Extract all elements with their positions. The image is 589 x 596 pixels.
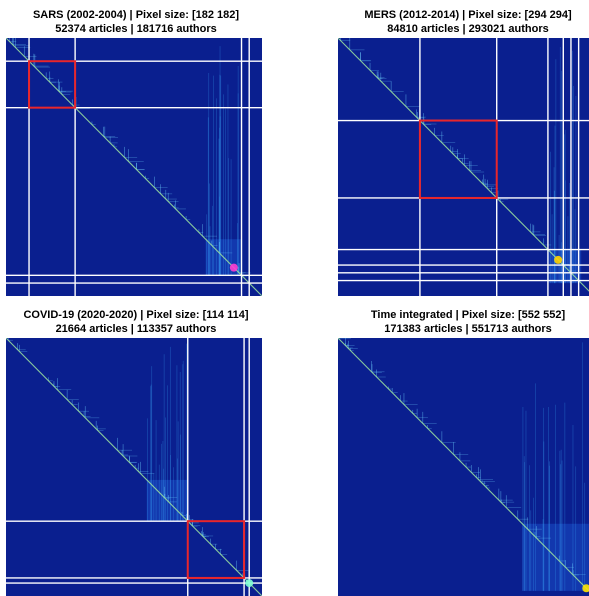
chart-subtitle: 21664 articles | 113357 authors: [55, 323, 217, 335]
hotspot-marker: [229, 263, 238, 272]
heatmap-plot: [338, 38, 589, 296]
chart-title: SARS (2002-2004) | Pixel size: [182 182]: [32, 9, 240, 21]
hotspot-marker: [554, 255, 563, 264]
panel-title: Time integrated | Pixel size: [552 552] …: [318, 308, 589, 336]
matrix-diagonal: [338, 338, 589, 592]
hotspot-marker: [582, 584, 589, 593]
chart-title: COVID-19 (2020-2020) | Pixel size: [114 …: [23, 309, 249, 321]
chart-title: Time integrated | Pixel size: [552 552]: [370, 309, 566, 321]
heatmap-background: [338, 38, 589, 296]
matrix-diagonal: [6, 338, 262, 596]
heatmap-plot: [6, 338, 262, 596]
panel-title: SARS (2002-2004) | Pixel size: [182 182]…: [0, 8, 286, 36]
chart-subtitle: 171383 articles | 551713 authors: [384, 323, 552, 335]
highlighted-cluster-box: [28, 60, 77, 109]
highlighted-cluster-box: [418, 119, 498, 199]
heatmap-plot: [6, 38, 262, 296]
hotspot-marker: [245, 579, 254, 588]
panel-title: COVID-19 (2020-2020) | Pixel size: [114 …: [0, 308, 286, 336]
heatmap-plot: [338, 338, 589, 596]
chart-subtitle: 84810 articles | 293021 authors: [387, 23, 549, 35]
panel-title: MERS (2012-2014) | Pixel size: [294 294]…: [318, 8, 589, 36]
chart-subtitle: 52374 articles | 181716 authors: [55, 23, 217, 35]
matrix-diagonal: [6, 38, 262, 296]
highlighted-cluster-box: [186, 520, 246, 579]
chart-title: MERS (2012-2014) | Pixel size: [294 294]: [364, 9, 572, 21]
matrix-diagonal: [338, 38, 589, 292]
